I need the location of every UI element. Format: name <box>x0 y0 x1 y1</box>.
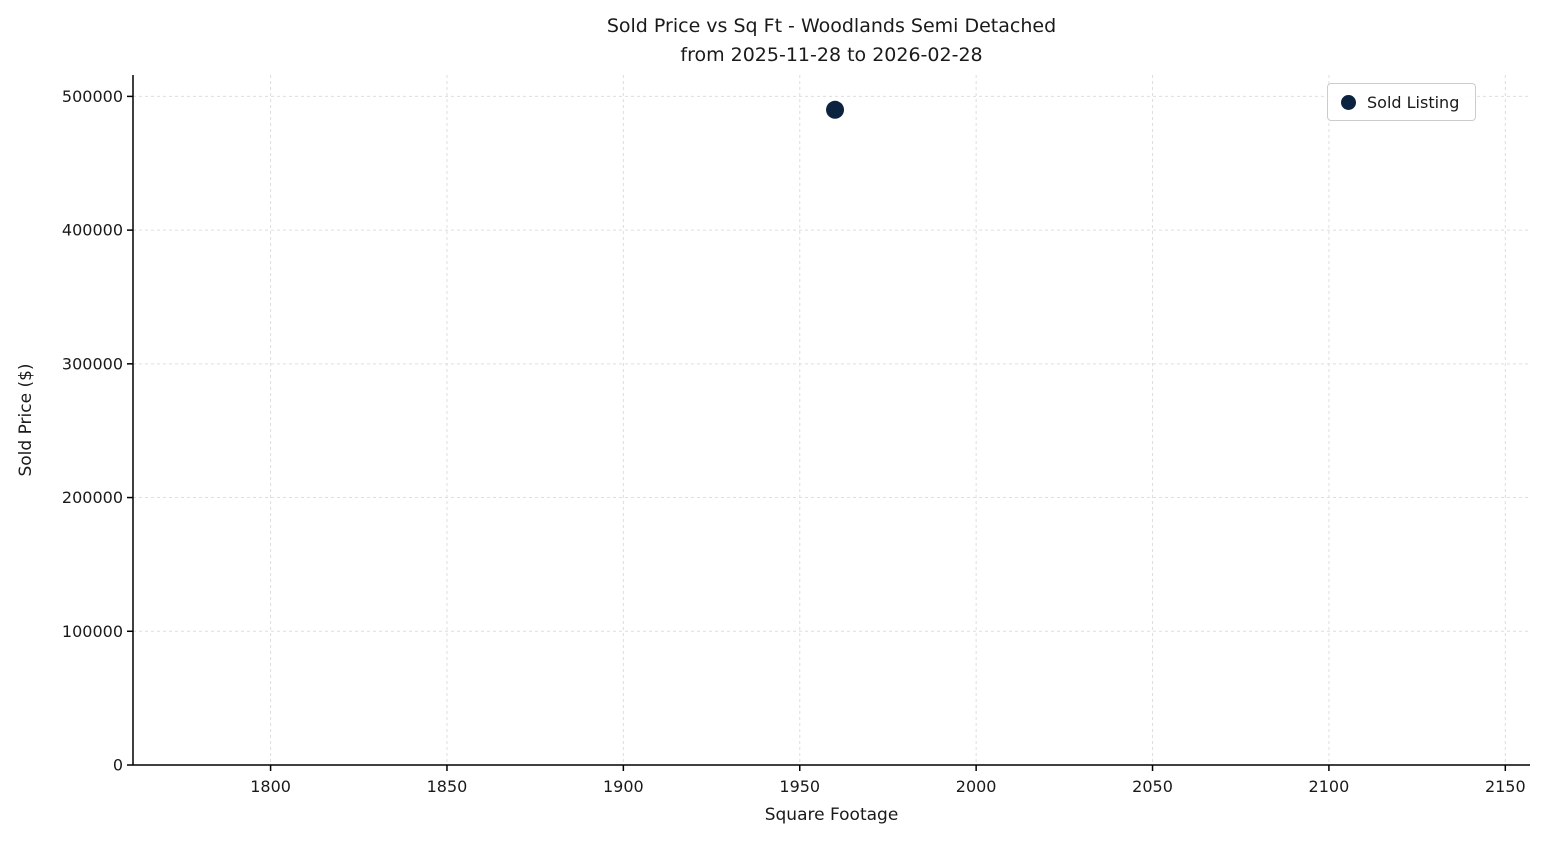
y-tick-label: 500000 <box>62 87 123 106</box>
y-tick-label: 100000 <box>62 622 123 641</box>
x-tick-label: 1900 <box>603 777 644 796</box>
chart-title-line2: from 2025-11-28 to 2026-02-28 <box>680 44 983 66</box>
y-tick-label: 0 <box>113 756 123 775</box>
x-tick-label: 2100 <box>1309 777 1350 796</box>
x-tick-label: 2050 <box>1132 777 1173 796</box>
data-point <box>826 100 845 119</box>
x-tick-label: 1850 <box>427 777 468 796</box>
x-tick-label: 1800 <box>250 777 291 796</box>
legend: Sold Listing <box>1327 83 1477 121</box>
legend-marker-icon <box>1341 94 1356 110</box>
legend-label: Sold Listing <box>1367 92 1460 112</box>
x-tick-label: 2000 <box>956 777 997 796</box>
x-tick-label: 2150 <box>1485 777 1526 796</box>
x-tick-label: 1950 <box>779 777 820 796</box>
y-tick-label: 400000 <box>62 221 123 240</box>
y-axis-label: Sold Price ($) <box>16 363 36 477</box>
y-tick-label: 300000 <box>62 354 123 373</box>
x-axis-label: Square Footage <box>764 805 899 825</box>
chart-title-line1: Sold Price vs Sq Ft - Woodlands Semi Det… <box>606 15 1057 37</box>
y-tick-label: 200000 <box>62 488 123 507</box>
chart-title: Sold Price vs Sq Ft - Woodlands Semi Det… <box>133 12 1530 70</box>
